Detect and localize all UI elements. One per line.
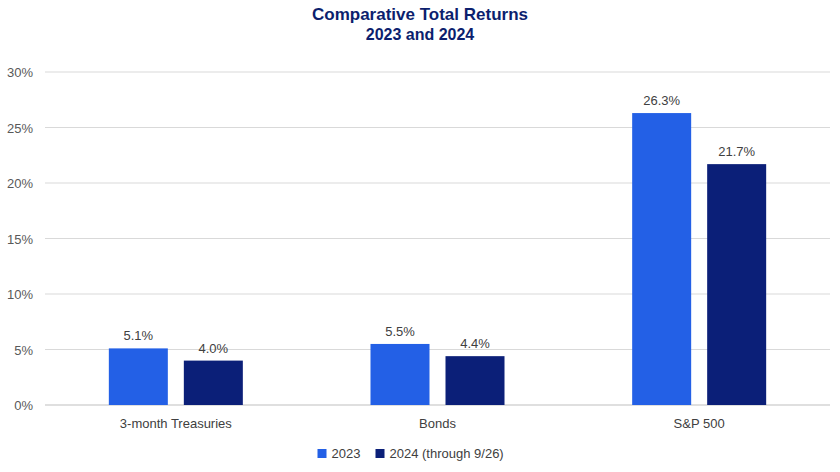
legend-swatch: [376, 449, 385, 458]
y-tick-label: 20%: [7, 176, 33, 191]
title: Comparative Total Returns: [312, 5, 528, 24]
legend: 2023 2024 (through 9/26): [318, 446, 504, 461]
x-tick-label: Bonds: [419, 416, 456, 431]
y-tick-label: 10%: [7, 287, 33, 302]
grid: [45, 72, 830, 405]
y-tick-label: 15%: [7, 232, 33, 247]
data-label: 4.0%: [199, 341, 229, 356]
bars: [109, 113, 766, 405]
y-tick-label: 25%: [7, 121, 33, 136]
y-tick-label: 0%: [14, 398, 33, 413]
x-tick-label: S&P 500: [674, 416, 725, 431]
data-label: 4.4%: [460, 336, 490, 351]
bar: [371, 344, 430, 405]
grid-line: [45, 127, 830, 128]
legend-swatch: [318, 449, 327, 458]
y-tick-label: 5%: [14, 343, 33, 358]
data-label: 26.3%: [643, 93, 680, 108]
bar: [632, 113, 691, 405]
chart-container: Comparative Total Returns 2023 and 2024 0%…: [0, 0, 840, 472]
data-label: 5.5%: [385, 324, 415, 339]
bar: [446, 356, 505, 405]
bar: [707, 164, 766, 405]
legend-label: 2024 (through 9/26): [390, 446, 504, 461]
x-tick-label: 3-month Treasuries: [120, 416, 232, 431]
data-label: 5.1%: [124, 328, 154, 343]
chart: Comparative Total Returns 2023 and 2024 0%…: [0, 0, 840, 472]
bar: [184, 361, 243, 405]
bar: [109, 348, 168, 405]
y-tick-label: 30%: [7, 65, 33, 80]
data-labels: 5.1% 4.0% 5.5% 4.4% 26.3% 21.7%: [124, 93, 756, 356]
grid-line: [45, 72, 830, 73]
legend-label: 2023: [332, 446, 361, 461]
subtitle: 2023 and 2024: [366, 26, 475, 43]
data-label: 21.7%: [718, 144, 755, 159]
